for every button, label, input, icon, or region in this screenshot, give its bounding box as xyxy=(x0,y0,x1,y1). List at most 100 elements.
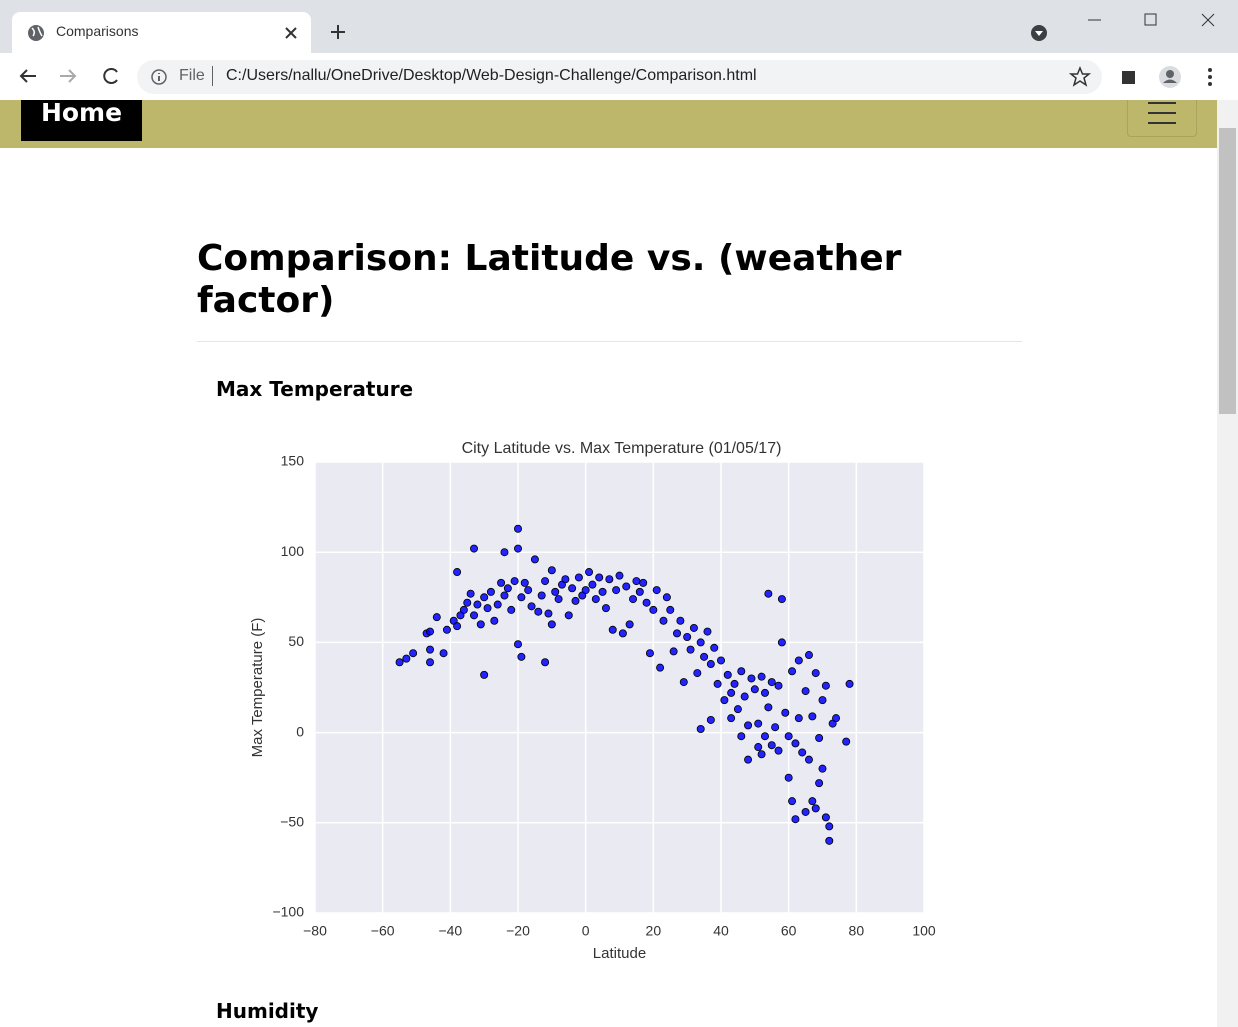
point xyxy=(781,708,790,717)
point xyxy=(815,734,824,743)
point xyxy=(402,654,411,663)
point xyxy=(804,755,813,764)
point xyxy=(740,692,749,701)
point xyxy=(808,797,817,806)
x-tick-label: 40 xyxy=(713,923,729,939)
tab-icon xyxy=(28,25,44,41)
scrollbar-thumb[interactable] xyxy=(1219,128,1236,414)
point xyxy=(676,616,685,625)
y-tick-label: 50 xyxy=(288,633,304,649)
point xyxy=(673,629,682,638)
point xyxy=(652,586,661,595)
toolbar-icons[interactable] xyxy=(1069,66,1219,88)
point xyxy=(689,623,698,632)
omnibox[interactable] xyxy=(137,60,1102,94)
point xyxy=(760,732,769,741)
point xyxy=(744,721,753,730)
point xyxy=(747,674,756,683)
close-tab[interactable] xyxy=(283,25,299,41)
tab-search[interactable] xyxy=(1030,24,1048,42)
point xyxy=(744,755,753,764)
point xyxy=(605,575,614,584)
navbar-toggler[interactable] xyxy=(1127,100,1197,137)
point xyxy=(821,813,830,822)
point xyxy=(483,604,492,613)
point xyxy=(649,605,658,614)
point xyxy=(497,578,506,587)
point xyxy=(493,600,502,609)
navbar-brand[interactable]: Home xyxy=(21,100,142,141)
point xyxy=(662,593,671,602)
point xyxy=(595,573,604,582)
nav-buttons[interactable] xyxy=(18,66,128,86)
point xyxy=(801,807,810,816)
point xyxy=(723,670,732,679)
y-tick-label: 150 xyxy=(281,453,305,469)
point xyxy=(601,604,610,613)
x-tick-label: −40 xyxy=(438,923,462,939)
point xyxy=(524,586,533,595)
point xyxy=(798,748,807,757)
point xyxy=(679,678,688,687)
point xyxy=(767,678,776,687)
point xyxy=(541,577,550,586)
point xyxy=(635,587,644,596)
tab-title: Comparisons xyxy=(56,23,139,39)
point xyxy=(453,568,462,577)
point xyxy=(706,660,715,669)
point xyxy=(730,679,739,688)
divider xyxy=(197,341,1022,342)
point xyxy=(517,652,526,661)
point xyxy=(618,629,627,638)
point xyxy=(784,732,793,741)
y-tick-label: −100 xyxy=(272,904,304,920)
y-tick-label: 100 xyxy=(281,543,305,559)
url: C:/Users/nallu/OneDrive/Desktop/Web-Desi… xyxy=(226,67,757,84)
site-info[interactable] xyxy=(150,68,168,86)
point xyxy=(571,596,580,605)
point xyxy=(551,587,560,596)
point xyxy=(480,593,489,602)
point xyxy=(788,797,797,806)
point xyxy=(794,714,803,723)
point xyxy=(811,804,820,813)
point xyxy=(561,575,570,584)
new-tab[interactable] xyxy=(329,23,347,41)
point xyxy=(754,743,763,752)
point xyxy=(666,605,675,614)
point xyxy=(591,595,600,604)
point xyxy=(432,613,441,622)
x-tick-label: −60 xyxy=(371,923,395,939)
point xyxy=(717,656,726,665)
point xyxy=(656,663,665,672)
point xyxy=(686,645,695,654)
point xyxy=(842,737,851,746)
point xyxy=(541,658,550,667)
point xyxy=(784,773,793,782)
point xyxy=(693,669,702,678)
point xyxy=(642,598,651,607)
tab[interactable] xyxy=(12,12,311,53)
point xyxy=(473,600,482,609)
point xyxy=(426,627,435,636)
point xyxy=(608,625,617,634)
point xyxy=(442,625,451,634)
x-tick-label: −20 xyxy=(506,923,530,939)
point xyxy=(510,577,519,586)
point xyxy=(774,681,783,690)
chart-title: City Latitude vs. Max Temperature (01/05… xyxy=(462,440,782,457)
point xyxy=(476,620,485,629)
point xyxy=(537,591,546,600)
point xyxy=(520,578,529,587)
point xyxy=(517,593,526,602)
point xyxy=(612,586,621,595)
point xyxy=(409,649,418,658)
point xyxy=(534,607,543,616)
point xyxy=(514,524,523,533)
point xyxy=(466,589,475,598)
point xyxy=(788,667,797,676)
point xyxy=(825,836,834,845)
point xyxy=(754,719,763,728)
window-controls[interactable] xyxy=(1086,10,1226,30)
point xyxy=(757,672,766,681)
